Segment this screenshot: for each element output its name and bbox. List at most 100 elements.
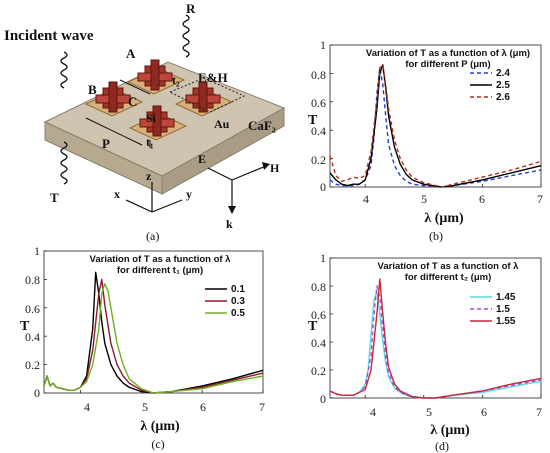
dim-line-c: [119, 79, 151, 95]
legend-label: 2.6: [496, 92, 510, 103]
label-t: T: [50, 190, 59, 205]
panel-c: 1 0.8 0.6 0.4 0.2 0 4 5 6 7 T λ (μm) (c): [20, 244, 265, 451]
dim-line-p: [85, 117, 143, 146]
label-k: k: [226, 217, 233, 231]
chart-title-line: for different t₂ (μm): [405, 272, 492, 283]
y-tick-label: 0.6: [311, 96, 326, 110]
label-z: z: [146, 169, 152, 183]
y-tick-label: 1: [34, 244, 40, 258]
chart-title-line: for different P (μm): [405, 59, 490, 70]
series-line-0.5: [43, 283, 264, 394]
chart-title-line: for different t₁ (μm): [117, 265, 203, 276]
label-y: y: [186, 187, 192, 201]
y-tick-label: 0.6: [311, 308, 326, 322]
si-cross-a: [137, 59, 173, 91]
label-au: Au: [214, 117, 230, 131]
si-cross-si: [139, 105, 175, 137]
legend-label: 2.5: [496, 80, 510, 91]
y-axis-title: T: [308, 319, 318, 334]
chart-title-line: Variation of T as a function of λ: [378, 261, 520, 272]
label-h: H: [270, 161, 280, 175]
y-tick-label: 0.8: [311, 68, 326, 82]
legend-label: 0.3: [231, 296, 245, 307]
legend-label: 1.5: [496, 304, 510, 315]
caption-b: (b): [429, 229, 443, 243]
legend-label: 1.45: [496, 292, 516, 303]
label-e-and-h: E&H: [198, 70, 228, 85]
panel-b: 1 0.8 0.6 0.4 0.2 0 4 5 6 7 T λ (μm) (b): [308, 38, 543, 243]
x-tick-label: 4: [363, 192, 369, 206]
x-tick-label: 5: [426, 405, 432, 419]
panel-a-diagram: Incident wave R T A B C t₂ E&H Si Au CaF…: [4, 1, 286, 243]
label-r: R: [186, 1, 196, 16]
x-tick-label: 5: [421, 192, 427, 206]
x-axis-line: [125, 199, 153, 213]
x-axis-title: λ (μm): [424, 211, 464, 226]
x-tick-label: 6: [481, 405, 487, 419]
legend-label: 1.55: [496, 316, 516, 327]
x-tick-label: 4: [84, 400, 90, 414]
caption-c: (c): [151, 437, 164, 451]
reflected-wave-icon: [182, 14, 190, 58]
label-c: C: [128, 94, 137, 109]
series-line-2.4: [329, 66, 542, 188]
x-axis-title: λ (μm): [430, 423, 470, 438]
substrate-side: [161, 107, 285, 195]
legend-label: 0.5: [231, 308, 245, 319]
chart-b: Variation of T as a function of λ (μm)fo…: [329, 44, 542, 188]
incident-wave-icon: [60, 51, 68, 89]
chart-title-line: Variation of T as a function of λ (μm): [366, 48, 530, 59]
y-tick-label: 1: [320, 251, 326, 265]
series-line-2.6: [329, 64, 542, 188]
x-tick-label: 4: [370, 405, 376, 419]
k-arrow-icon: [228, 206, 236, 214]
label-e: E: [198, 152, 206, 166]
legend-label: 2.4: [496, 68, 510, 79]
label-a: A: [126, 46, 136, 61]
y-tick-label: 0: [34, 386, 40, 400]
series-line-1.55: [329, 278, 542, 399]
y-tick-label: 0.4: [311, 336, 326, 350]
caption-a: (a): [146, 229, 159, 243]
y-tick-label: 0.8: [25, 273, 40, 287]
e-vector-line: [207, 167, 233, 181]
si-cross-au: [185, 81, 221, 113]
label-caf2: CaF₂: [248, 118, 276, 133]
x-tick-label: 7: [259, 400, 265, 414]
x-tick-label: 6: [200, 400, 206, 414]
label-si: Si: [146, 111, 157, 125]
x-tick-label: 7: [537, 192, 543, 206]
y-tick-label: 0: [320, 392, 326, 406]
label-x: x: [114, 187, 120, 201]
x-axis-title: λ (μm): [140, 419, 180, 434]
y-tick-label: 0.2: [25, 358, 40, 372]
y-axis-line: [151, 199, 183, 213]
h-arrow-icon: [262, 162, 270, 170]
si-cross-b: [95, 81, 131, 113]
unit-cell-outline: [168, 77, 246, 113]
x-tick-label: 6: [479, 192, 485, 206]
x-tick-label: 5: [142, 400, 148, 414]
y-tick-label: 0.4: [311, 124, 326, 138]
caption-d: (d): [435, 439, 449, 453]
label-b: B: [88, 82, 97, 97]
y-tick-label: 0.8: [311, 280, 326, 294]
y-tick-label: 0.2: [311, 364, 326, 378]
y-axis-title: T: [20, 319, 30, 334]
label-p: P: [102, 136, 110, 151]
y-axis-title: T: [308, 113, 318, 128]
legend-label: 0.1: [231, 284, 245, 295]
panel-d: 1 0.8 0.6 0.4 0.2 0 4 5 6 7 T λ (μm) (d): [308, 251, 542, 453]
x-tick-label: 7: [536, 405, 542, 419]
chart-title-line: Variation of T as a function of λ: [90, 254, 232, 265]
label-t2: t₂: [172, 73, 180, 87]
transmitted-wave-icon: [60, 141, 68, 185]
y-tick-label: 0.2: [311, 153, 326, 167]
label-t1: t₁: [146, 135, 154, 149]
y-tick-label: 0.6: [25, 302, 40, 316]
h-vector-line: [231, 165, 267, 181]
y-tick-label: 1: [320, 38, 326, 52]
